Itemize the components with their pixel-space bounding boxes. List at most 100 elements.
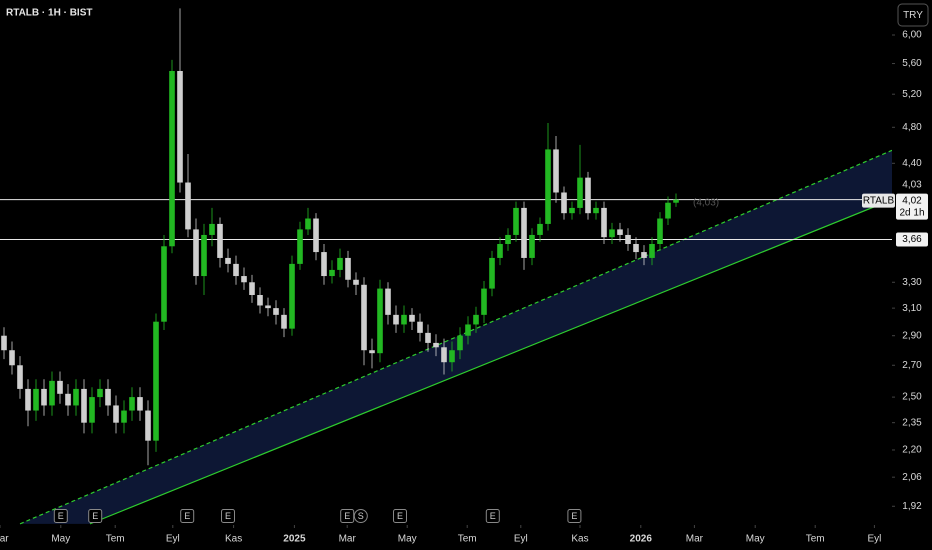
event-label[interactable]: E [225,511,231,521]
event-label[interactable]: E [92,511,98,521]
y-tick-label: 5,20 [902,89,922,100]
candle-body [385,288,391,315]
candle-body [105,388,111,406]
price-line-label: 3,66 [902,234,922,245]
series-name-box [862,193,895,208]
price-line-label-box [895,177,929,193]
x-tick-label: Eyl [166,534,180,545]
candle-body [257,294,263,306]
candle-body [329,269,335,277]
candle-body [241,276,247,283]
candle-body [449,350,455,363]
x-tick-label: 2026 [630,534,653,545]
event-label[interactable]: E [490,511,496,521]
x-tick-label: Mar [339,534,357,545]
event-label[interactable]: E [58,511,64,521]
event-marker[interactable] [485,509,500,523]
y-tick-label: 4,40 [902,158,922,169]
event-label[interactable]: E [571,511,577,521]
candle-body [57,380,63,394]
axes: 6,00 5,60 5,20 4,80 4,40 3,30 3,10 2,90 2,70 2,50… [0,30,929,545]
candle-body [585,177,591,214]
candle-body [625,234,631,244]
candle-body [665,202,671,219]
currency-button[interactable] [897,3,929,27]
y-tick-label: 2,20 [902,445,922,456]
channel-fill [20,150,892,524]
x-tick-label: 2025 [283,534,306,545]
candle-body [553,149,559,193]
candle-body [657,218,663,244]
candle-body [17,365,23,389]
candle-body [201,234,207,277]
candle-body [145,410,151,441]
candle-body [569,207,575,214]
x-tick-label: Tem [106,534,125,545]
event-marker[interactable] [340,509,355,523]
event-marker[interactable] [88,509,103,523]
event-marker[interactable] [180,509,195,523]
x-tick-label: Kas [571,534,588,545]
y-tick-label: 3,30 [902,277,922,288]
candle-body [577,177,583,208]
candle-body [353,279,359,285]
y-tick-label: 2,35 [902,417,922,428]
candle-body [233,263,239,277]
candle-body [489,257,495,289]
candle-body [169,70,175,247]
candle-body [217,223,223,258]
candle-body [345,257,351,280]
candle-body [513,207,519,235]
candle-body [113,405,119,423]
event-label[interactable]: E [397,511,403,521]
event-marker[interactable] [567,509,582,523]
event-label[interactable]: S [358,511,364,521]
annotation: (4,03) [693,197,719,208]
candle-body [225,257,231,264]
candle-body [505,234,511,244]
candle-body [481,288,487,315]
candle-body [409,314,415,322]
candle-body [249,282,255,295]
candle-body [321,252,327,277]
event-label[interactable]: E [184,511,190,521]
candle-body [361,284,367,351]
candle-body [545,149,551,224]
candle-body [185,182,191,230]
candle-body [25,388,31,411]
price-line-label: 4,03 [902,179,922,190]
event-marker[interactable] [53,509,68,523]
price-line-label-box [896,232,928,247]
x-tick-label: Kas [225,534,242,545]
candle-body [529,234,535,258]
candle-body [369,350,375,354]
candle-body [81,388,87,423]
candle-body [1,335,7,351]
currency-label[interactable]: TRY [903,10,923,21]
candle-body [617,229,623,235]
candle-body [73,388,79,406]
candle-body [601,207,607,238]
candle-body [281,314,287,329]
candle-body [177,70,183,183]
candle-body [273,308,279,315]
event-marker[interactable] [221,509,235,523]
x-tick-label: May [398,534,417,545]
candle-body [633,243,639,253]
x-tick-label: Tem [458,534,477,545]
event-marker[interactable] [393,509,407,523]
candle-body [313,218,319,253]
y-tick-label: 5,60 [902,58,922,69]
y-tick-label: 2,70 [902,360,922,371]
event-marker[interactable] [353,509,368,523]
y-tick-label: 2,06 [902,472,922,483]
candle-body [289,263,295,329]
x-tick-label: May [51,534,70,545]
candle-body [537,223,543,235]
x-tick-label: Mar [686,534,704,545]
candle-body [417,321,423,333]
candle-body [89,397,95,423]
event-label[interactable]: E [344,511,350,521]
